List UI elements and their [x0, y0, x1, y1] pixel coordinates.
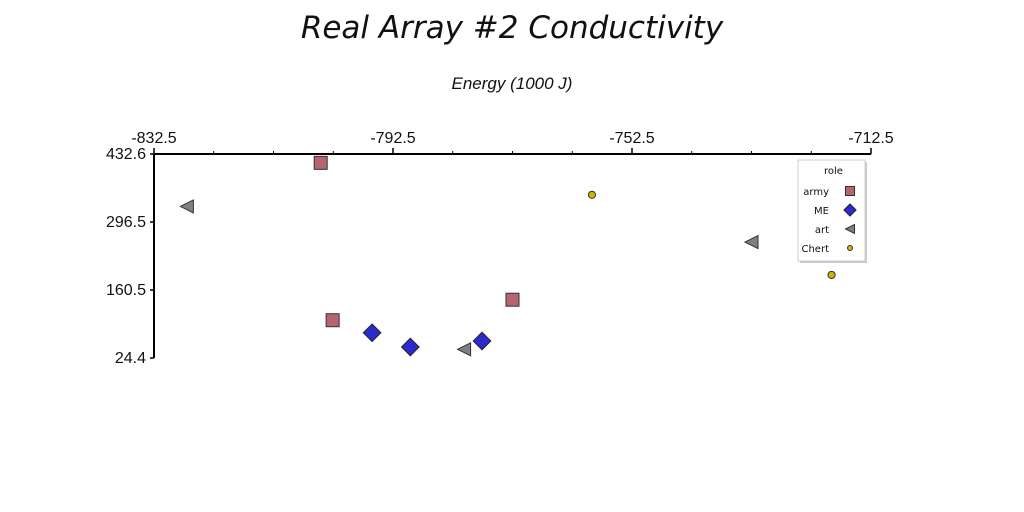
x-tick-label: -832.5: [131, 130, 176, 147]
x-tick-label: -712.5: [848, 130, 893, 147]
point-chert: [587, 190, 597, 199]
legend-label-chert: Chert: [801, 244, 829, 255]
y-tick-label: 24.4: [115, 350, 146, 367]
x-tick-label: -752.5: [609, 130, 654, 147]
chart-title: Real Array #2 Conductivity: [300, 10, 724, 46]
x-axis-label: Energy (1000 J): [451, 74, 573, 93]
point-art: [743, 234, 759, 250]
legend-marker-army: [845, 186, 855, 196]
legend-label-art: art: [815, 225, 829, 236]
point-chert: [827, 270, 836, 280]
point-art: [179, 199, 194, 214]
legend-marker-art: [844, 223, 855, 235]
legend-title: role: [824, 166, 843, 177]
legend-label-me: ME: [814, 206, 829, 217]
legend-marker-chert: [847, 245, 853, 251]
legend-marker-me: [843, 203, 857, 217]
x-tick-label: -792.5: [370, 130, 415, 147]
y-tick-label: 160.5: [106, 282, 146, 299]
legend-label-army: army: [803, 187, 829, 198]
point-army: [325, 313, 340, 328]
point-me: [472, 331, 492, 351]
point-army: [505, 292, 520, 307]
point-art: [456, 342, 472, 357]
point-me: [362, 323, 382, 343]
y-tick-label: 296.5: [106, 214, 146, 231]
point-army: [313, 155, 328, 170]
y-tick-label: 432.6: [106, 146, 146, 163]
point-me: [400, 337, 420, 357]
